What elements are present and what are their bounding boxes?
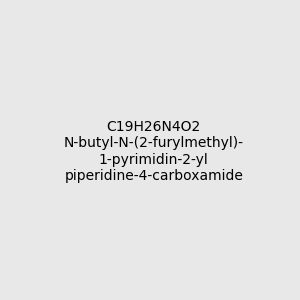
Text: C19H26N4O2
N-butyl-N-(2-furylmethyl)-
1-pyrimidin-2-yl
piperidine-4-carboxamide: C19H26N4O2 N-butyl-N-(2-furylmethyl)- 1-… bbox=[64, 120, 244, 183]
